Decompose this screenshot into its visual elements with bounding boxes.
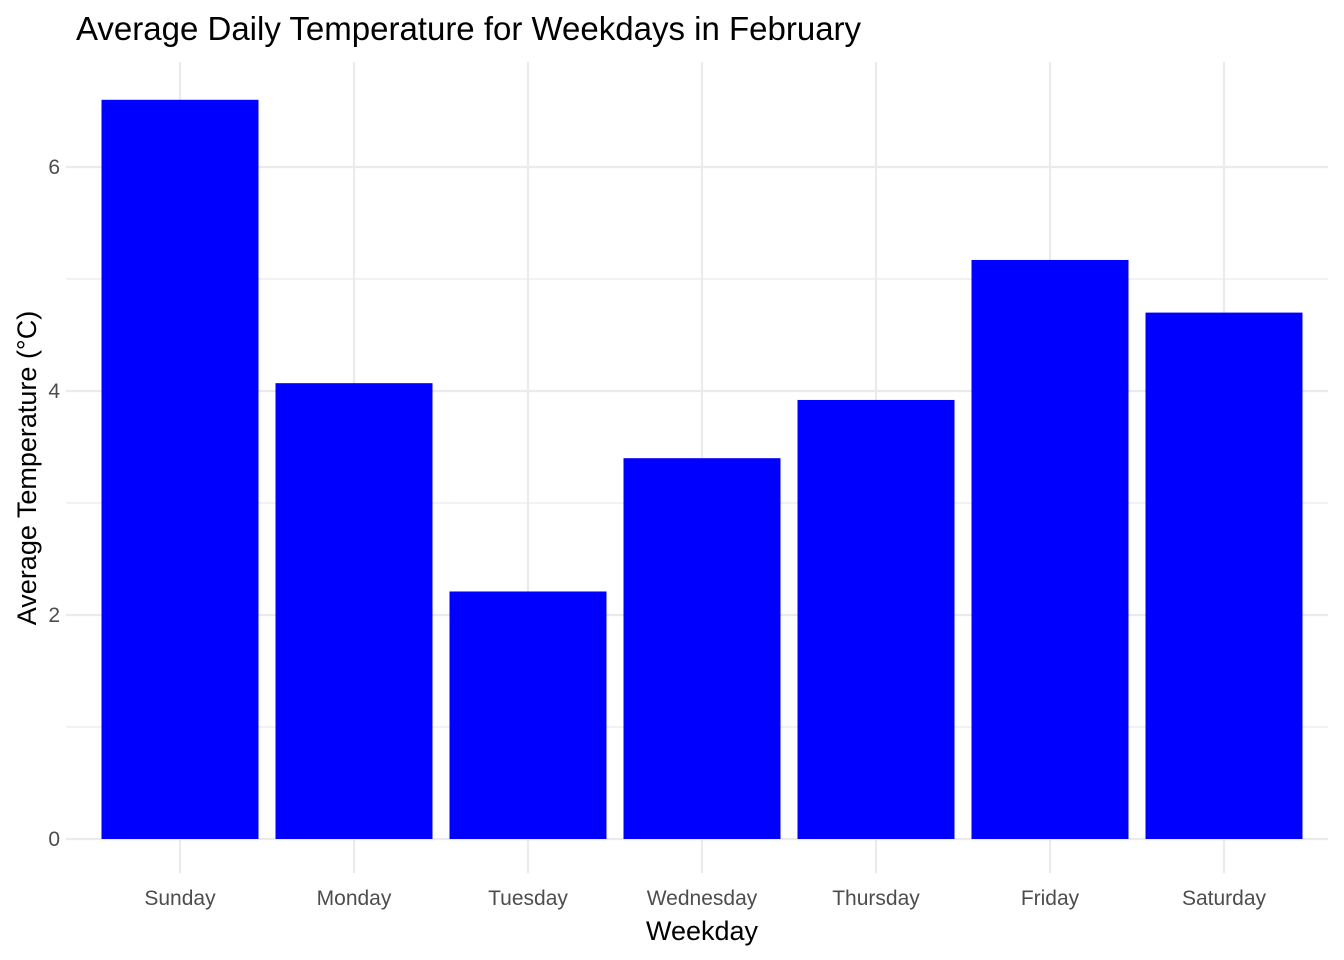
x-tick-label: Saturday bbox=[1182, 887, 1267, 910]
y-axis-title: Average Temperature (°C) bbox=[12, 311, 42, 625]
bar-sunday bbox=[101, 99, 259, 840]
y-tick-label: 0 bbox=[48, 828, 60, 851]
x-tick-label: Tuesday bbox=[488, 887, 568, 910]
x-tick-label: Thursday bbox=[832, 887, 920, 910]
bar-thursday bbox=[797, 399, 955, 839]
x-tick-label: Sunday bbox=[144, 887, 216, 910]
bar-monday bbox=[275, 383, 433, 839]
x-tick-label: Friday bbox=[1021, 887, 1080, 910]
bar-layer bbox=[101, 99, 1303, 840]
y-tick-label: 4 bbox=[48, 380, 60, 403]
chart-title: Average Daily Temperature for Weekdays i… bbox=[76, 10, 862, 47]
y-tick-label: 6 bbox=[48, 156, 60, 179]
bar-wednesday bbox=[623, 458, 781, 839]
bar-saturday bbox=[1145, 312, 1303, 840]
x-tick-label: Monday bbox=[317, 887, 392, 910]
y-axis-tick-labels: 0 2 4 6 bbox=[48, 156, 60, 851]
x-axis-tick-labels: Sunday Monday Tuesday Wednesday Thursday Frid… bbox=[144, 887, 1266, 910]
x-tick-label: Wednesday bbox=[647, 887, 758, 910]
y-tick-label: 2 bbox=[48, 604, 60, 627]
x-axis-title: Weekday bbox=[646, 916, 759, 946]
bar-tuesday bbox=[449, 591, 607, 839]
bar-friday bbox=[971, 259, 1129, 840]
